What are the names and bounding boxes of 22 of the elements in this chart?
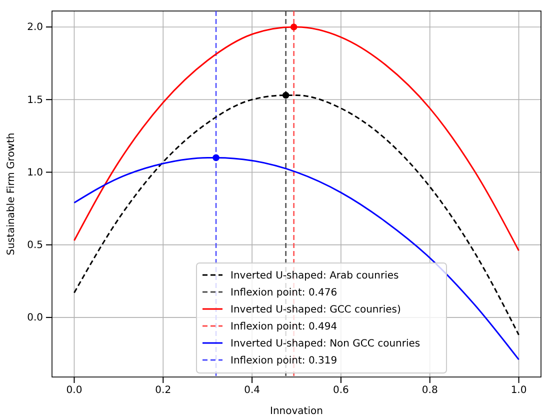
x-tick-label: 0.4 (244, 385, 260, 396)
y-tick-label: 0.5 (27, 240, 43, 252)
ref-line-label: Inflexion point: 0.476 (230, 288, 338, 298)
legend-label: Inverted U-shaped: GCC counries) (230, 304, 402, 316)
x-tick-label: 0.8 (422, 385, 438, 396)
y-tick-label: 1.5 (27, 94, 43, 106)
x-tick-label: 0.2 (155, 385, 172, 396)
y-tick-label: 0.0 (27, 312, 43, 324)
point (282, 92, 290, 99)
x-axis-title: Innovation (270, 406, 323, 417)
point (212, 154, 220, 162)
y-tick-label: 2.0 (27, 22, 43, 34)
legend-label: Inverted U-shaped: Arab counries (230, 270, 399, 282)
ref-line-label: Inflexion point: 0.319 (230, 356, 338, 366)
y-tick-label: 1.0 (27, 167, 43, 178)
x-tick-label: 0.6 (333, 385, 349, 396)
x-tick-label: 1.0 (510, 385, 527, 396)
point (290, 24, 298, 30)
y-axis-title: Sustainable Firm Growth (6, 132, 17, 256)
legend-label: Inverted U-shaped: Non GCC counries (230, 338, 420, 350)
ref-line-label: Inflexion point: 0.494 (230, 322, 338, 332)
x-tick-label: 0.0 (66, 385, 82, 396)
